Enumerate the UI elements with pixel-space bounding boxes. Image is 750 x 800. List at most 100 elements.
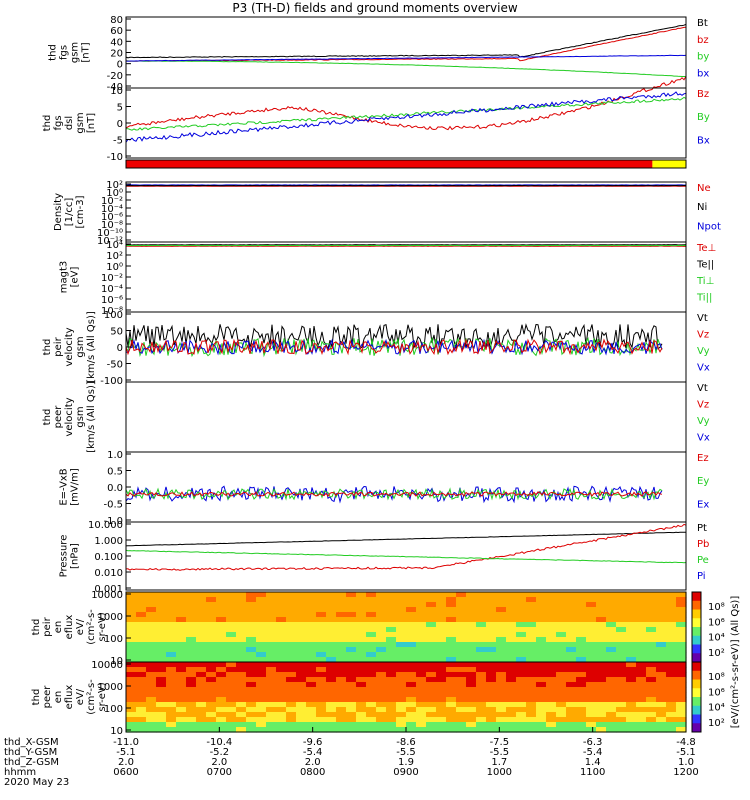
spectro-cell (506, 677, 517, 683)
y-axis-label: thd (31, 689, 42, 706)
spectro-cell (616, 597, 627, 603)
spectro-cell (496, 617, 507, 623)
spectro-cell (146, 677, 157, 683)
spectro-cell (136, 677, 147, 683)
spectro-cell (576, 602, 587, 608)
spectro-cell (666, 602, 677, 608)
spectro-cell (366, 712, 377, 718)
spectro-cell (166, 692, 177, 698)
spectro-cell (506, 722, 517, 728)
spectro-cell (166, 612, 177, 618)
spectro-cell (596, 687, 607, 693)
spectro-cell (436, 667, 447, 673)
spectro-cell (156, 712, 167, 718)
y-tick-label: 10000 (91, 590, 123, 601)
spectro-cell (496, 662, 507, 668)
y-axis-label: [nPa] (70, 543, 81, 569)
spectro-cell (466, 612, 477, 618)
spectro-cell (236, 692, 247, 698)
spectro-cell (296, 727, 307, 733)
spectro-cell (466, 717, 477, 723)
spectro-cell (206, 707, 217, 713)
spectro-cell (526, 692, 537, 698)
spectro-cell (446, 647, 457, 653)
spectro-cell (586, 662, 597, 668)
spectro-cell (456, 657, 467, 663)
spectro-cell (236, 687, 247, 693)
spectro-cell (226, 707, 237, 713)
spectro-cell (176, 687, 187, 693)
spectro-cell (416, 627, 427, 633)
spectro-cell (406, 597, 417, 603)
y-tick-label: 20 (110, 49, 123, 60)
spectro-cell (576, 717, 587, 723)
spectro-cell (186, 657, 197, 663)
spectro-cell (606, 642, 617, 648)
spectro-cell (506, 647, 517, 653)
spectro-cell (636, 712, 647, 718)
spectro-cell (346, 632, 357, 638)
spectro-cell (246, 647, 257, 653)
spectro-cell (326, 642, 337, 648)
legend-entry: Ex (697, 499, 709, 510)
spectro-cell (296, 652, 307, 658)
spectro-cell (366, 662, 377, 668)
spectro-cell (376, 602, 387, 608)
spectro-cell (376, 612, 387, 618)
spectro-cell (586, 717, 597, 723)
spectro-cell (536, 642, 547, 648)
spectro-cell (486, 642, 497, 648)
spectro-cell (166, 717, 177, 723)
y-axis-label: gsm (75, 112, 86, 133)
spectro-cell (376, 607, 387, 613)
spectro-cell (446, 612, 457, 618)
spectro-cell (236, 682, 247, 688)
spectro-cell (396, 652, 407, 658)
spectro-cell (486, 667, 497, 673)
spectro-cell (206, 652, 217, 658)
spectro-cell (216, 657, 227, 663)
spectro-cell (496, 677, 507, 683)
spectro-cell (546, 702, 557, 708)
spectro-cell (606, 597, 617, 603)
spectro-cell (536, 612, 547, 618)
spectro-cell (206, 662, 217, 668)
spectro-cell (566, 717, 577, 723)
spectro-cell (486, 597, 497, 603)
spectro-cell (366, 637, 377, 643)
spectro-cell (316, 607, 327, 613)
spectro-cell (416, 662, 427, 668)
spectro-cell (386, 642, 397, 648)
legend-entry: Vy (697, 346, 710, 357)
spectro-cell (536, 657, 547, 663)
spectro-cell (326, 662, 337, 668)
spectro-cell (356, 597, 367, 603)
spectro-cell (246, 602, 257, 608)
spectro-cell (166, 627, 177, 633)
spectro-cell (606, 682, 617, 688)
spectro-cell (196, 642, 207, 648)
spectro-cell (396, 692, 407, 698)
spectro-cell (386, 637, 397, 643)
spectro-cell (486, 592, 497, 598)
spectro-cell (266, 612, 277, 618)
spectro-cell (496, 727, 507, 733)
spectro-cell (666, 627, 677, 633)
spectro-cell (646, 722, 657, 728)
spectro-cell (256, 627, 267, 633)
spectro-cell (436, 677, 447, 683)
spectro-cell (186, 627, 197, 633)
spectro-cell (236, 667, 247, 673)
spectro-cell (206, 672, 217, 678)
spectro-cell (346, 647, 357, 653)
spectro-cell (206, 702, 217, 708)
spectro-cell (196, 617, 207, 623)
spectro-cell (136, 642, 147, 648)
spectro-cell (496, 602, 507, 608)
spectro-cell (456, 697, 467, 703)
spectro-cell (306, 702, 317, 708)
spectro-cell (176, 592, 187, 598)
spectro-cell (246, 607, 257, 613)
spectro-cell (236, 602, 247, 608)
spectro-cell (376, 707, 387, 713)
